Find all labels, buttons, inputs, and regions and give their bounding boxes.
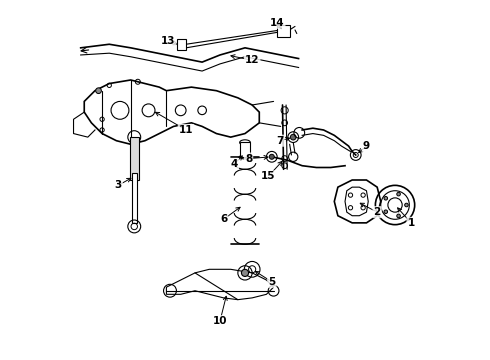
Circle shape (397, 214, 400, 218)
Text: 6: 6 (220, 214, 227, 224)
Text: 13: 13 (161, 36, 175, 46)
Text: 2: 2 (373, 207, 381, 217)
Circle shape (270, 154, 274, 159)
Bar (240, 143, 250, 157)
Circle shape (405, 203, 408, 207)
Text: 12: 12 (245, 55, 259, 65)
Text: 11: 11 (179, 125, 194, 135)
Circle shape (397, 192, 400, 196)
Circle shape (291, 134, 296, 140)
Bar (130, 137, 139, 180)
Circle shape (242, 269, 248, 276)
FancyBboxPatch shape (277, 24, 290, 37)
Bar (177, 39, 186, 50)
Text: 9: 9 (363, 141, 370, 151)
Circle shape (384, 210, 388, 213)
Circle shape (96, 88, 101, 94)
Text: 1: 1 (408, 218, 415, 228)
Bar (132, 173, 137, 223)
Text: 4: 4 (231, 159, 238, 169)
Text: 10: 10 (213, 316, 227, 326)
Text: 8: 8 (245, 154, 252, 163)
Text: 14: 14 (270, 18, 285, 28)
Text: 15: 15 (261, 171, 275, 181)
Text: 7: 7 (276, 136, 284, 146)
Text: 5: 5 (268, 277, 275, 287)
Text: 3: 3 (115, 180, 122, 190)
Circle shape (384, 197, 388, 200)
